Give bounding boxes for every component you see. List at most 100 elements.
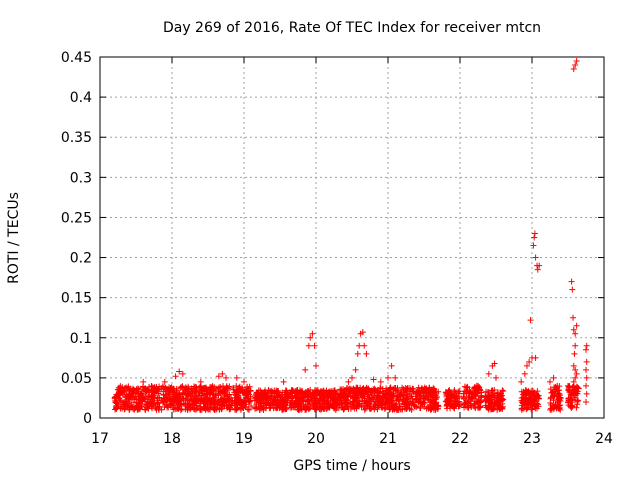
data-point: [350, 393, 357, 400]
data-point: [245, 386, 252, 393]
data-point: [583, 374, 590, 381]
data-point: [526, 358, 533, 365]
data-point: [330, 389, 337, 396]
data-point: [298, 401, 305, 408]
data-point: [199, 385, 206, 392]
data-point: [396, 397, 403, 404]
data-point: [411, 402, 418, 409]
data-point: [265, 387, 272, 394]
data-point: [422, 395, 429, 402]
data-point: [208, 398, 215, 405]
data-point: [207, 389, 214, 396]
y-tick-label: 0.25: [61, 210, 92, 226]
data-point: [283, 387, 290, 394]
data-point: [129, 404, 136, 411]
axis-ticks: [99, 56, 605, 419]
data-point: [462, 401, 469, 408]
y-tick-label: 0.05: [61, 371, 92, 387]
data-point: [572, 62, 579, 69]
data-point: [194, 405, 201, 412]
data-point: [491, 394, 498, 401]
data-point: [335, 394, 342, 401]
data-point: [396, 391, 403, 398]
data-point: [536, 262, 543, 269]
data-point: [372, 398, 379, 405]
data-point: [261, 389, 268, 396]
data-point: [406, 390, 413, 397]
data-point: [203, 395, 210, 402]
data-point: [398, 388, 405, 395]
data-point: [523, 406, 530, 413]
data-point: [224, 405, 231, 412]
data-point: [550, 374, 557, 381]
data-point: [386, 385, 393, 392]
data-point: [234, 402, 241, 409]
data-point: [378, 402, 385, 409]
data-point: [286, 400, 293, 407]
data-point: [204, 391, 211, 398]
data-point: [388, 402, 395, 409]
data-point: [493, 374, 499, 381]
data-point: [392, 387, 399, 394]
data-point: [412, 396, 419, 403]
data-point: [410, 388, 417, 395]
data-point: [224, 396, 231, 403]
data-point: [174, 405, 181, 412]
data-point: [113, 399, 120, 406]
data-point: [140, 384, 147, 391]
data-point: [310, 389, 317, 396]
data-point: [359, 385, 366, 392]
data-point: [187, 390, 194, 397]
data-point: [406, 405, 413, 412]
data-point: [466, 389, 473, 396]
data-point: [427, 405, 434, 412]
data-point: [376, 396, 383, 403]
x-tick-label: 23: [523, 431, 541, 447]
data-point: [529, 393, 536, 400]
y-tick-label: 0.35: [61, 130, 92, 146]
data-point: [304, 398, 311, 405]
data-point: [364, 400, 371, 407]
data-point: [570, 66, 577, 73]
data-point: [281, 398, 288, 405]
data-point: [223, 383, 230, 390]
data-point: [324, 401, 331, 408]
data-point: [425, 389, 432, 396]
data-point: [392, 374, 399, 381]
data-point: [177, 406, 184, 413]
data-point: [354, 395, 361, 402]
data-point: [385, 397, 392, 404]
data-point: [161, 404, 168, 411]
data-point: [370, 403, 377, 410]
data-point: [154, 388, 161, 395]
data-point: [307, 334, 314, 341]
y-axis-label: ROTI / TECUs: [6, 192, 22, 284]
data-point: [340, 405, 347, 412]
data-point: [293, 389, 300, 396]
data-point: [317, 395, 324, 402]
data-point: [283, 394, 290, 401]
data-point: [181, 389, 188, 396]
data-point: [311, 394, 318, 401]
data-point: [419, 385, 426, 392]
data-point: [240, 405, 247, 412]
data-point: [361, 406, 368, 413]
data-point: [240, 389, 247, 396]
data-point: [289, 387, 296, 394]
data-point: [338, 397, 345, 404]
data-point: [555, 399, 562, 406]
data-point: [365, 391, 372, 398]
data-point: [468, 402, 475, 409]
y-tick-label: 0.4: [70, 90, 92, 106]
data-point: [193, 384, 200, 391]
data-point: [573, 390, 580, 397]
data-point: [532, 254, 539, 261]
data-point: [156, 394, 163, 401]
data-point: [269, 401, 276, 408]
data-point: [361, 393, 368, 400]
data-point: [121, 385, 128, 392]
data-point: [118, 398, 125, 405]
data-point: [518, 405, 525, 412]
data-point: [489, 387, 496, 394]
data-point: [557, 394, 564, 401]
